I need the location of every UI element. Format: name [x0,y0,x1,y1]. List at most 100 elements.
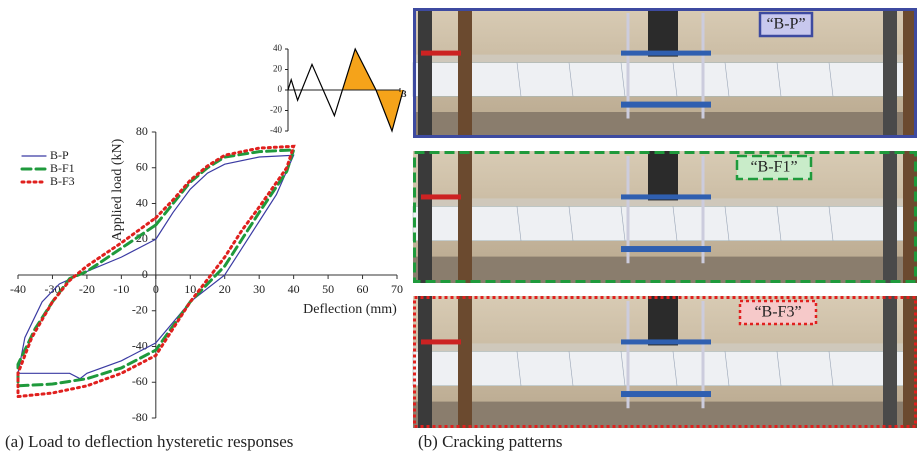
beam-top [413,54,917,63]
actuator [648,296,678,346]
beam-grid [620,62,626,97]
x-tick-label: -30 [44,282,60,296]
beam-grid [672,351,678,386]
column [418,8,432,138]
caption: (a) Load to deflection hysteretic respon… [5,432,293,451]
beam [412,206,917,242]
label-box [735,154,813,181]
beam-grid [724,206,730,241]
beam [412,62,917,97]
x-tick-label: 10 [184,282,196,296]
beam-grid [672,62,678,97]
y-tick-label: -20 [270,105,282,115]
column [458,8,472,138]
plate [621,339,711,345]
beam-grid [776,206,782,241]
y-tick-label: 80 [136,124,148,138]
x-tick-label: -40 [10,282,26,296]
column [418,296,432,428]
support [421,194,461,200]
column [418,151,432,283]
beam-grid [568,206,574,241]
y-tick-label: 20 [273,64,283,74]
support [421,339,461,345]
photo [412,151,917,283]
beam-top [413,343,917,352]
y-tick-label: 0 [278,84,283,94]
beam-grid [516,351,522,386]
x-tick-label: 60 [357,282,369,296]
beam-grid [828,62,834,97]
label-box [738,299,818,326]
column [883,8,897,138]
panel-label: “B-F3” [754,304,801,321]
y-tick-label: -20 [132,303,148,317]
label-box [758,11,814,38]
beam-grid [828,206,834,241]
column [883,151,897,283]
beam-grid [828,351,834,386]
beam-grid [516,206,522,241]
x-tick-label: -20 [79,282,95,296]
y-tick-label: 60 [136,160,148,174]
column [903,296,917,428]
protocol-line [287,47,404,133]
plate [621,101,711,108]
floor [413,401,917,428]
legend-label: B-P [50,148,69,162]
x-tick-label: 30 [253,282,265,296]
column [903,151,917,283]
x-tick-label: 70 [391,282,403,296]
y-tick-label: -60 [132,374,148,388]
beam-grid [568,62,574,97]
caption: (b) Cracking patterns [418,432,562,451]
legend-label: B-F1 [50,161,75,175]
y-tick-label: -80 [132,410,148,424]
x-tick-label: 20 [219,282,231,296]
photo [412,296,917,428]
support [421,50,461,56]
y-tick-label: -40 [132,338,148,352]
beam-grid [620,206,626,241]
y-tick-label: 40 [273,43,283,53]
series-line [16,144,296,399]
actuator [648,151,678,201]
x-axis-label: Deflection (mm) [303,302,397,317]
y-tick-label: 40 [136,195,148,209]
y-axis-label: Applied load (kN) [110,138,125,241]
y-tick-label: 20 [136,231,148,245]
plate [621,50,711,56]
plate [621,194,711,200]
floor [413,112,917,138]
column [883,296,897,428]
beam-grid [672,206,678,241]
beam [412,351,917,387]
x-tick-label: 40 [288,282,300,296]
beam-grid [620,351,626,386]
column [903,8,917,138]
plate [621,391,711,398]
column [458,296,472,428]
beam-grid [776,351,782,386]
legend-label: B-F3 [50,174,75,188]
panel-label: “B-F1” [750,159,797,176]
panel-frame [413,296,917,428]
beam-top [413,198,917,207]
panel-label: “B-P” [766,16,805,33]
photo [412,8,917,138]
x-tick-label: -10 [113,282,129,296]
beam-grid [724,62,730,97]
column [458,151,472,283]
beam-grid [568,351,574,386]
x-tick-label: 0 [153,282,159,296]
y-tick-label: 0 [142,267,148,281]
x-tick-label: 3 [402,89,407,99]
actuator [648,8,678,57]
y-tick-label: -40 [270,125,282,135]
series-line [17,154,295,380]
panel-frame [413,8,917,138]
floor [413,256,917,283]
x-tick-label: 50 [322,282,334,296]
beam-grid [776,62,782,97]
